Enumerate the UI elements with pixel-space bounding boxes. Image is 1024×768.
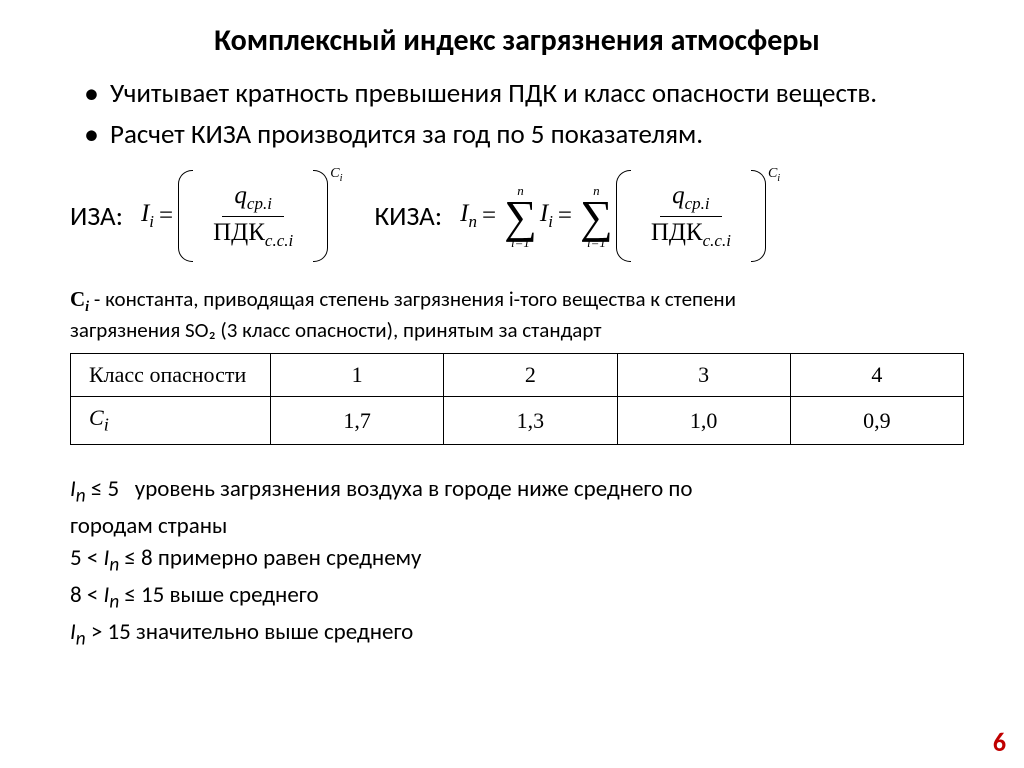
slide-content: Комплексный индекс загрязнения атмосферы…	[0, 0, 1024, 653]
kiza-formula: In = n ∑ i=1 Ii = n ∑ i=1 qср.i ПДКc.c.i	[460, 170, 780, 262]
level-line: In ≤ 5 уровень загрязнения воздуха в гор…	[70, 473, 964, 510]
formula-row: ИЗА: Ii = qср.i ПДКc.c.i Ci КИЗА: In = n…	[70, 170, 964, 262]
bullet-list: Учитывает кратность превышения ПДК и кла…	[80, 77, 964, 152]
bullet-item: Расчет КИЗА производится за год по 5 пок…	[80, 118, 964, 153]
table-cell: 1	[271, 354, 444, 397]
table-cell: 0,9	[790, 397, 963, 444]
table-ci-label: Ci	[71, 397, 271, 444]
level-line: городам страны	[70, 510, 964, 543]
level-line: In > 15 значительно выше среднего	[70, 616, 964, 653]
level-line: 5 < In ≤ 8 примерно равен среднему	[70, 542, 964, 579]
table-cell: 4	[790, 354, 963, 397]
iza-formula: Ii = qср.i ПДКc.c.i Ci	[141, 170, 343, 262]
level-line: 8 < In ≤ 15 выше среднего	[70, 579, 964, 616]
hazard-table: Класс опасности 1 2 3 4 Ci 1,7 1,3 1,0 0…	[70, 353, 964, 444]
table-cell: 2	[444, 354, 617, 397]
table-cell: 1,7	[271, 397, 444, 444]
slide-title: Комплексный индекс загрязнения атмосферы	[70, 22, 964, 59]
kiza-label: КИЗА:	[375, 200, 443, 233]
bullet-item: Учитывает кратность превышения ПДК и кла…	[80, 77, 964, 112]
slide-number: 6	[993, 726, 1006, 758]
constant-definition: Ci - константа, приводящая степень загря…	[70, 286, 964, 343]
table-row: Ci 1,7 1,3 1,0 0,9	[71, 397, 964, 444]
pollution-levels: In ≤ 5 уровень загрязнения воздуха в гор…	[70, 473, 964, 653]
table-cell: 1,0	[617, 397, 790, 444]
table-cell: 1,3	[444, 397, 617, 444]
table-row: Класс опасности 1 2 3 4	[71, 354, 964, 397]
table-cell: 3	[617, 354, 790, 397]
iza-label: ИЗА:	[70, 200, 123, 233]
table-header-cell: Класс опасности	[71, 354, 271, 397]
